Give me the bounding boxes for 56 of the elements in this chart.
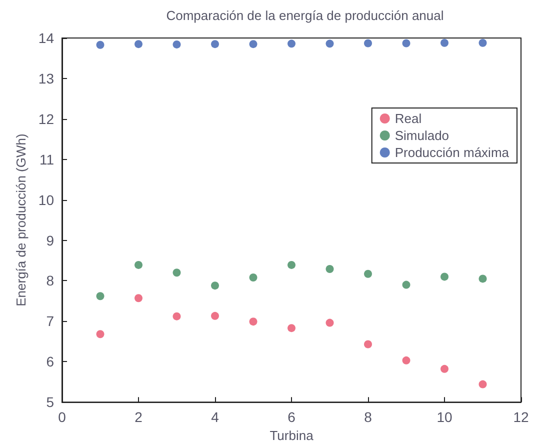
point: [364, 340, 372, 348]
x-tick-label: 4: [211, 409, 220, 426]
y-tick-label: 7: [46, 313, 54, 330]
y-axis-title: Energía de producción (GWh): [14, 134, 29, 306]
legend-label: Real: [394, 111, 422, 126]
legend-label: Simulado: [394, 128, 450, 143]
point: [478, 38, 487, 47]
point: [364, 270, 372, 278]
point: [402, 39, 410, 48]
point: [478, 274, 487, 283]
point: [402, 356, 410, 364]
y-tick-label: 5: [46, 394, 54, 410]
y-tick-label: 11: [39, 151, 54, 168]
point: [326, 265, 334, 273]
point: [134, 260, 142, 269]
point: [402, 280, 410, 289]
point: [288, 40, 296, 48]
point: [249, 40, 258, 48]
point: [288, 324, 296, 332]
point: [96, 330, 104, 338]
y-tick-label: 14: [38, 30, 54, 46]
point: [288, 260, 296, 269]
point: [326, 40, 334, 48]
chart-title: Comparación de la energía de producción anual: [166, 8, 444, 23]
point: [134, 40, 142, 48]
point: [440, 272, 448, 281]
point: [249, 274, 258, 282]
point: [249, 318, 258, 326]
point: [96, 40, 104, 49]
y-tick-label: 9: [46, 232, 54, 248]
y-tick-label: 6: [46, 354, 54, 370]
point: [172, 268, 181, 277]
y-tick-label: 8: [46, 272, 54, 289]
x-tick-label: 2: [134, 409, 143, 426]
point: [326, 318, 334, 327]
point: [440, 364, 448, 373]
point: [172, 312, 181, 320]
point: [364, 39, 372, 48]
x-tick-label: 12: [513, 409, 529, 426]
point: [172, 40, 181, 48]
y-tick-label: 10: [38, 192, 54, 208]
point: [478, 380, 487, 388]
point: [440, 38, 448, 47]
point: [211, 312, 219, 320]
point: [211, 282, 219, 290]
y-tick-label: 12: [38, 110, 54, 127]
x-tick-label: 8: [364, 409, 372, 426]
point: [134, 294, 142, 302]
point: [211, 40, 219, 48]
legend-label: Producción máxima: [394, 145, 510, 160]
y-tick-label: 13: [38, 70, 54, 86]
x-tick-label: 6: [288, 409, 296, 426]
x-tick-label: 0: [58, 409, 66, 426]
x-tick-label: 10: [436, 409, 452, 426]
point: [96, 292, 104, 300]
x-axis-title: Turbina: [270, 428, 314, 443]
